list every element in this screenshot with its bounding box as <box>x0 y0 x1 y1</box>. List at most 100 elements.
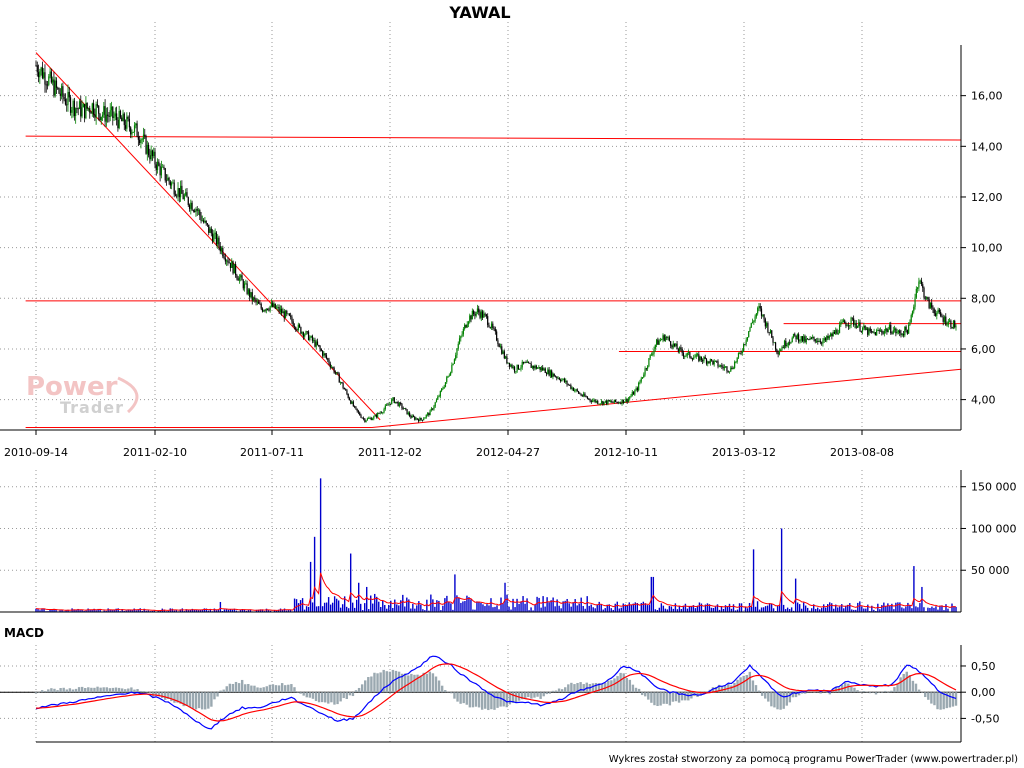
date-axis: 2010-09-14 2011-02-10 2011-07-11 2011-12-02… <box>0 429 961 459</box>
price-candle-body <box>650 354 653 356</box>
price-candle-body <box>423 418 425 421</box>
price-candle-body <box>434 402 436 407</box>
price-candle-body <box>864 325 866 330</box>
price-candle-body <box>487 316 489 325</box>
price-candle-body <box>590 400 592 402</box>
volume-bar <box>756 601 759 612</box>
price-candle-body <box>909 322 911 325</box>
volume-bar <box>847 604 849 612</box>
volume-bar <box>53 608 55 612</box>
price-candle-body <box>940 312 942 316</box>
price-candle-body <box>497 340 499 345</box>
volume-bar <box>339 607 342 612</box>
price-candle-body <box>185 192 187 196</box>
macd-histogram-bar <box>680 692 684 701</box>
price-candle-body <box>783 340 786 348</box>
price-candle-body <box>577 391 580 394</box>
macd-histogram-bar <box>99 687 102 693</box>
price-candle-body <box>504 356 507 359</box>
price-candle-body <box>130 127 132 135</box>
price-candle-body <box>680 347 682 349</box>
volume-bar <box>877 603 879 612</box>
macd-histogram-bar <box>739 677 742 693</box>
price-candle-body <box>855 323 857 328</box>
price-candle-body <box>677 349 679 352</box>
price-candle-body <box>910 315 912 323</box>
volume-bar <box>907 602 909 612</box>
price-candle-body <box>113 116 115 118</box>
price-candle-body <box>502 351 504 354</box>
volume-bar <box>388 604 390 612</box>
volume-bar <box>343 596 346 612</box>
macd-histogram-bar <box>499 692 502 707</box>
volume-bar <box>153 610 155 612</box>
macd-histogram-bar <box>800 692 804 694</box>
price-candle-body <box>366 418 369 421</box>
volume-bar <box>686 608 689 612</box>
volume-bar <box>382 600 384 612</box>
price-candle-body <box>818 340 820 342</box>
volume-bar <box>843 608 845 612</box>
price-candle-body <box>526 361 528 363</box>
volume-bar <box>504 582 506 612</box>
price-candle-body <box>295 327 297 330</box>
price-candle-body <box>571 387 573 389</box>
price-candle-body <box>265 308 267 311</box>
price-candle-body <box>84 104 86 119</box>
volume-bar <box>726 606 729 612</box>
price-candle-body <box>615 399 617 402</box>
price-candle-body <box>255 299 257 303</box>
macd-histogram-bar <box>530 692 533 699</box>
volume-bar <box>199 609 202 612</box>
price-candle-body <box>421 419 424 421</box>
volume-bar <box>654 609 657 612</box>
price-candle-body <box>73 100 75 116</box>
price-candle-body <box>55 80 58 88</box>
price-candle-body <box>575 389 577 391</box>
price-candle-body <box>736 357 738 362</box>
volume-bar <box>684 603 687 612</box>
macd-histogram-bar <box>216 692 219 697</box>
volume-bar <box>881 605 883 612</box>
macd-histogram-bar <box>130 687 133 693</box>
price-candle-body <box>116 113 118 120</box>
date-tick-label: 2010-09-14 <box>4 446 68 459</box>
price-candle-body <box>751 321 754 323</box>
price-candle-body <box>385 404 388 406</box>
volume-bar <box>806 607 809 612</box>
volume-bar <box>139 608 141 612</box>
price-candle-body <box>598 403 600 405</box>
price-axis: 4,00 6,00 8,00 10,00 12,00 14,00 16,00 <box>960 45 1003 430</box>
macd-histogram-bar <box>711 687 715 693</box>
price-candle-body <box>287 313 289 315</box>
price-candle-body <box>771 330 773 338</box>
price-candle-body <box>917 287 919 289</box>
price-candle-body <box>498 344 500 348</box>
macd-histogram-bar <box>687 692 690 701</box>
macd-histogram-bar <box>139 690 142 693</box>
price-candle-body <box>951 327 953 329</box>
volume-bar <box>472 609 474 612</box>
macd-histogram-bar <box>105 687 108 693</box>
volume-bar <box>325 602 328 612</box>
price-candle-body <box>338 374 340 383</box>
volume-bar <box>518 603 520 612</box>
volume-bar <box>536 596 538 612</box>
volume-bar <box>718 609 721 612</box>
volume-bar <box>436 600 438 612</box>
volume-bar <box>331 602 334 612</box>
volume-bar <box>776 605 779 612</box>
macd-histogram-bar <box>348 692 352 696</box>
price-candle-body <box>925 297 928 299</box>
price-candle-body <box>40 67 42 72</box>
macd-histogram-bar <box>422 672 425 693</box>
macd-histogram-bar <box>62 687 65 693</box>
price-candle-body <box>949 320 951 322</box>
price-candle-body <box>947 321 949 325</box>
price-candle-body <box>772 337 774 343</box>
price-candle-body <box>883 330 885 334</box>
macd-histogram-bar <box>484 692 487 709</box>
volume-bar <box>694 608 697 612</box>
price-candle-body <box>941 315 943 318</box>
volume-bar <box>790 607 793 612</box>
